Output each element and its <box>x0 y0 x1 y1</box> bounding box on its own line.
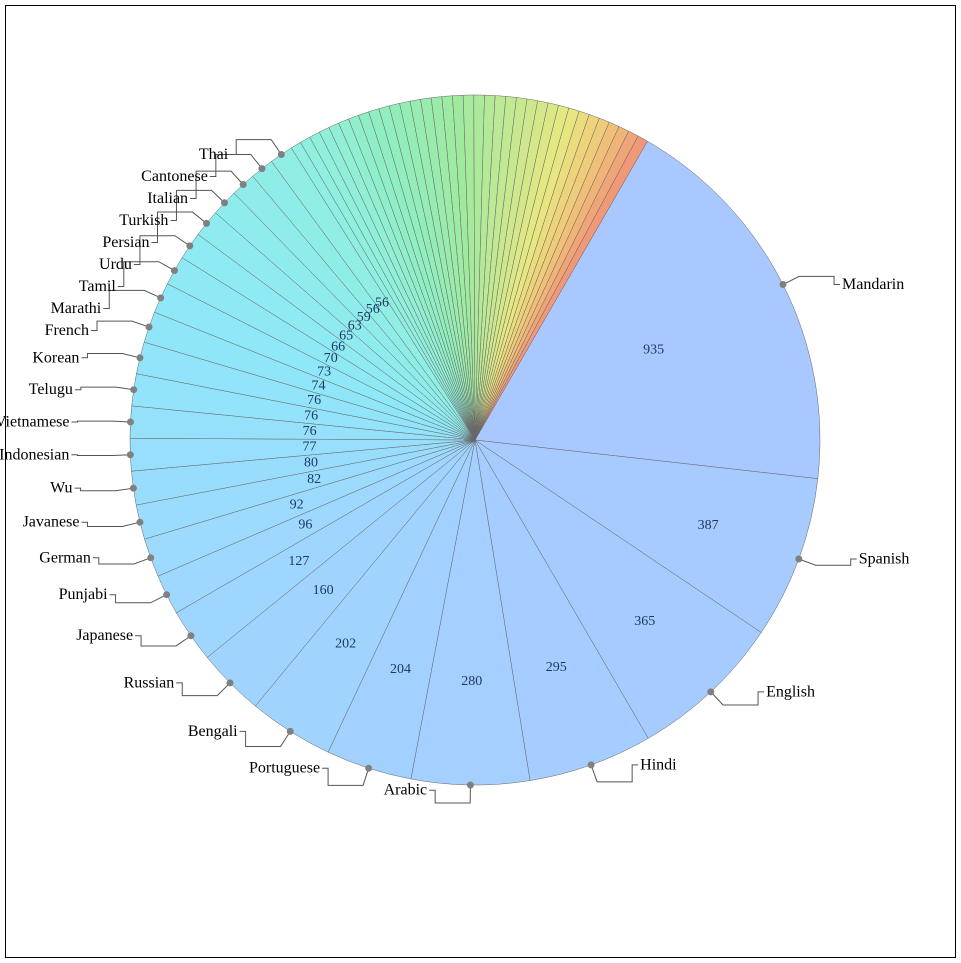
slice-label: Italian <box>147 190 188 207</box>
value-label: 204 <box>390 662 411 677</box>
slice-label: Cantonese <box>141 168 208 185</box>
leader-dot <box>779 281 786 288</box>
leader-dot <box>258 165 265 172</box>
value-label: 74 <box>312 378 326 393</box>
slice-label: Korean <box>32 349 79 366</box>
leader-dot <box>186 242 193 249</box>
leader-dot <box>203 220 210 227</box>
slice-label: Tamil <box>79 278 117 295</box>
leader-dot <box>588 761 595 768</box>
value-label: 202 <box>335 636 356 651</box>
chart-frame: 9353873652952802042021601279692828077767… <box>0 0 961 963</box>
slice-label: Arabic <box>384 782 428 799</box>
leader-dot <box>187 632 194 639</box>
value-label: 76 <box>304 408 318 423</box>
slice-label: Telugu <box>29 381 73 398</box>
leader-dot <box>157 294 164 301</box>
slice-label: Wu <box>50 480 72 497</box>
value-label: 160 <box>313 583 334 598</box>
slice-label: German <box>39 549 91 566</box>
leader-dot <box>127 419 134 426</box>
value-label: 280 <box>461 674 482 689</box>
value-label: 365 <box>634 614 655 629</box>
slice-label: French <box>45 322 89 339</box>
slice-label: Thai <box>199 146 229 163</box>
leader-dot <box>287 728 294 735</box>
value-label: 92 <box>290 497 304 512</box>
pie-chart: 9353873652952802042021601279692828077767… <box>0 0 961 963</box>
slice-label: Russian <box>124 674 175 691</box>
slice-label: Persian <box>102 234 149 251</box>
leader-dot <box>127 451 134 458</box>
leader-dot <box>467 781 474 788</box>
leader-dot <box>147 554 154 561</box>
slice-label: Mandarin <box>842 276 904 293</box>
slice-label: Japanese <box>76 627 133 644</box>
leader-dot <box>130 386 137 393</box>
value-label: 80 <box>304 456 318 471</box>
value-label: 77 <box>303 440 317 455</box>
leader-dot <box>795 556 802 563</box>
leader-dot <box>227 679 234 686</box>
slice-label: Javanese <box>23 514 80 531</box>
leader-dot <box>163 591 170 598</box>
value-label: 76 <box>303 424 317 439</box>
slice-label: Spanish <box>859 551 910 568</box>
slice-label: Turkish <box>119 212 168 229</box>
leader-dot <box>146 324 153 331</box>
value-label: 82 <box>307 472 321 487</box>
leader-dot <box>171 267 178 274</box>
leader-dot <box>221 199 228 206</box>
slice-label: Punjabi <box>59 586 108 603</box>
slice-label: English <box>766 683 815 700</box>
value-label: 935 <box>643 342 664 357</box>
value-label: 127 <box>288 554 309 569</box>
slice-label: Marathi <box>51 300 102 317</box>
slice-label: Bengali <box>188 723 238 740</box>
leader-dot <box>136 354 143 361</box>
slice-label: Vietnamese <box>0 414 69 431</box>
value-label: 73 <box>317 364 331 379</box>
slice-label: Hindi <box>640 756 677 773</box>
value-label: 387 <box>698 518 719 533</box>
leader-dot <box>136 519 143 526</box>
slice-label: /Indonesian <box>0 446 69 463</box>
value-label: 56 <box>375 295 389 310</box>
leader-dot <box>365 765 372 772</box>
leader-dot <box>278 151 285 158</box>
value-label: 76 <box>307 393 321 408</box>
leader-dot <box>130 485 137 492</box>
leader-dot <box>240 181 247 188</box>
value-label: 295 <box>546 660 567 675</box>
value-label: 96 <box>298 518 312 533</box>
slice-label: Portuguese <box>249 760 320 777</box>
slice-label: Urdu <box>99 256 132 273</box>
leader-dot <box>707 688 714 695</box>
